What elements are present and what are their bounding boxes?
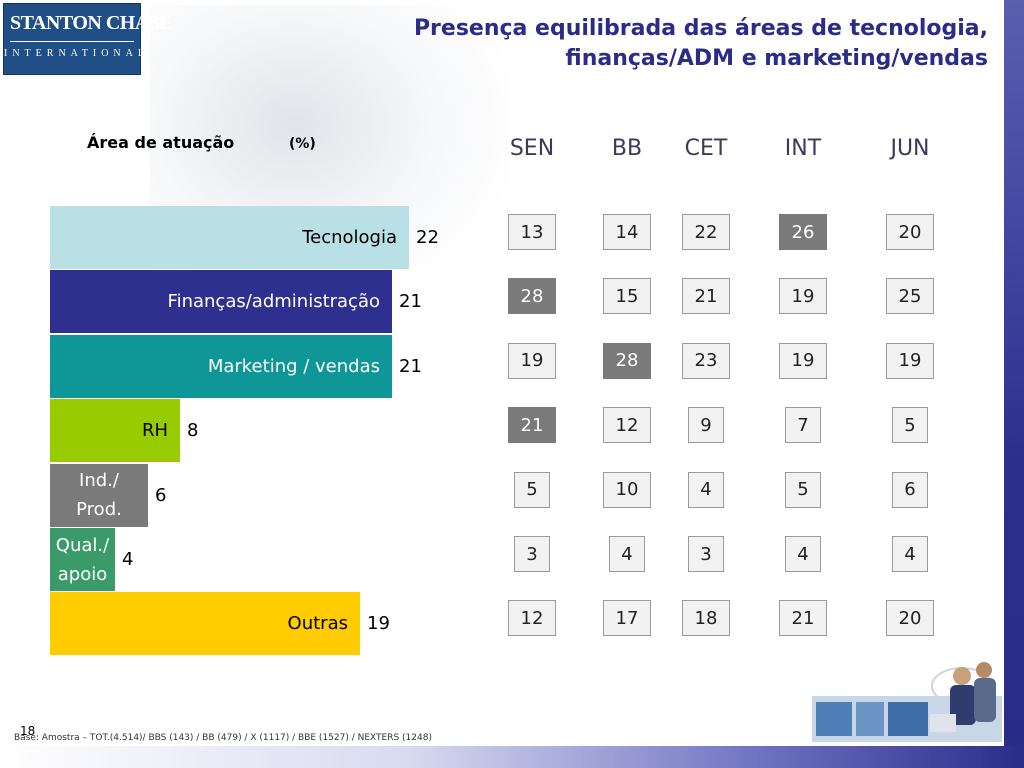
bar-category-label: Finanças/administração (167, 291, 380, 313)
bar-value-label: 6 (155, 484, 167, 506)
bar-0: Tecnologia (50, 206, 409, 269)
bar-2: Marketing / vendas (50, 334, 392, 398)
table-column-header: CET (684, 136, 728, 161)
bar-5: Qual./apoio (50, 528, 115, 591)
table-cell: 21 (508, 407, 556, 444)
table-cell: 20 (886, 600, 934, 637)
table-cell: 12 (508, 600, 556, 637)
chart-axis-title: Área de atuação (87, 133, 235, 152)
table-cell: 21 (682, 278, 730, 315)
table-cell: 19 (886, 342, 934, 379)
table-cell: 9 (688, 407, 724, 444)
table-cell: 19 (779, 278, 827, 315)
bar-4: Ind./Prod. (50, 463, 148, 527)
table-column-header: BB (611, 136, 643, 161)
table-cell: 5 (785, 471, 821, 508)
table-cell: 28 (508, 278, 556, 315)
table-cell: 15 (603, 278, 651, 315)
bar-category-label: RH (141, 420, 168, 442)
page-number: 18 (20, 724, 36, 738)
bar-6: Outras (50, 592, 360, 656)
footer-base-note: Base: Amostra – TOT.(4.514)/ BBS (143) /… (14, 733, 432, 743)
table-cell: 12 (603, 407, 651, 444)
table-cell: 4 (609, 536, 645, 572)
table-cell: 13 (508, 214, 556, 250)
table-column-header: SEN (509, 136, 555, 161)
logo-main-text: STANTON CHASE (10, 12, 173, 42)
title-line-2: finanças/ADM e marketing/vendas (565, 46, 988, 71)
bar-3: RH (50, 399, 180, 463)
table-cell: 6 (892, 471, 928, 508)
table-cell: 19 (508, 342, 556, 379)
bar-category-label: Outras (287, 613, 348, 635)
table-cell: 4 (892, 536, 928, 572)
bar-value-label: 22 (416, 227, 439, 248)
table-cell: 26 (779, 214, 827, 250)
company-logo: STANTON CHASE INTERNATIONAL (3, 3, 173, 75)
table-cell: 20 (886, 214, 934, 250)
bar-value-label: 19 (367, 613, 390, 635)
bar-value-label: 21 (399, 291, 422, 313)
table-cell: 5 (514, 471, 550, 508)
table-cell: 4 (688, 471, 724, 508)
bar-category-label: Tecnologia (302, 227, 397, 248)
bar-value-label: 21 (399, 355, 422, 377)
title-line-1: Presença equilibrada das áreas de tecnol… (413, 16, 988, 41)
chart-unit-label: (%) (289, 136, 316, 152)
table-cell: 4 (785, 536, 821, 572)
table-cell: 23 (682, 342, 730, 379)
table-cell: 3 (514, 536, 550, 572)
table-cell: 7 (785, 407, 821, 444)
table-cell: 5 (892, 407, 928, 444)
table-cell: 25 (886, 278, 934, 315)
office-photo-image (812, 662, 1002, 742)
table-cell: 17 (603, 600, 651, 637)
table-column-header: INT (784, 136, 822, 161)
bar-1: Finanças/administração (50, 270, 392, 334)
bar-value-label: 4 (122, 549, 134, 570)
table-cell: 10 (603, 471, 651, 508)
logo-sub-text: INTERNATIONAL (4, 48, 149, 59)
bar-category-label: Ind./Prod. (76, 470, 122, 521)
decorative-bottom-band (0, 746, 1024, 768)
table-cell: 3 (688, 536, 724, 572)
table-cell: 14 (603, 214, 651, 250)
decorative-side-band (1004, 0, 1024, 768)
slide-title: Presença equilibrada das áreas de tecnol… (288, 14, 988, 74)
table-cell: 28 (603, 342, 651, 379)
table-cell: 18 (682, 600, 730, 637)
bar-value-label: 8 (187, 420, 199, 442)
table-cell: 22 (682, 214, 730, 250)
table-column-header: JUN (890, 136, 930, 161)
table-cell: 19 (779, 342, 827, 379)
bar-category-label: Marketing / vendas (207, 355, 380, 377)
table-cell: 21 (779, 600, 827, 637)
bar-category-label: Qual./apoio (55, 534, 110, 585)
